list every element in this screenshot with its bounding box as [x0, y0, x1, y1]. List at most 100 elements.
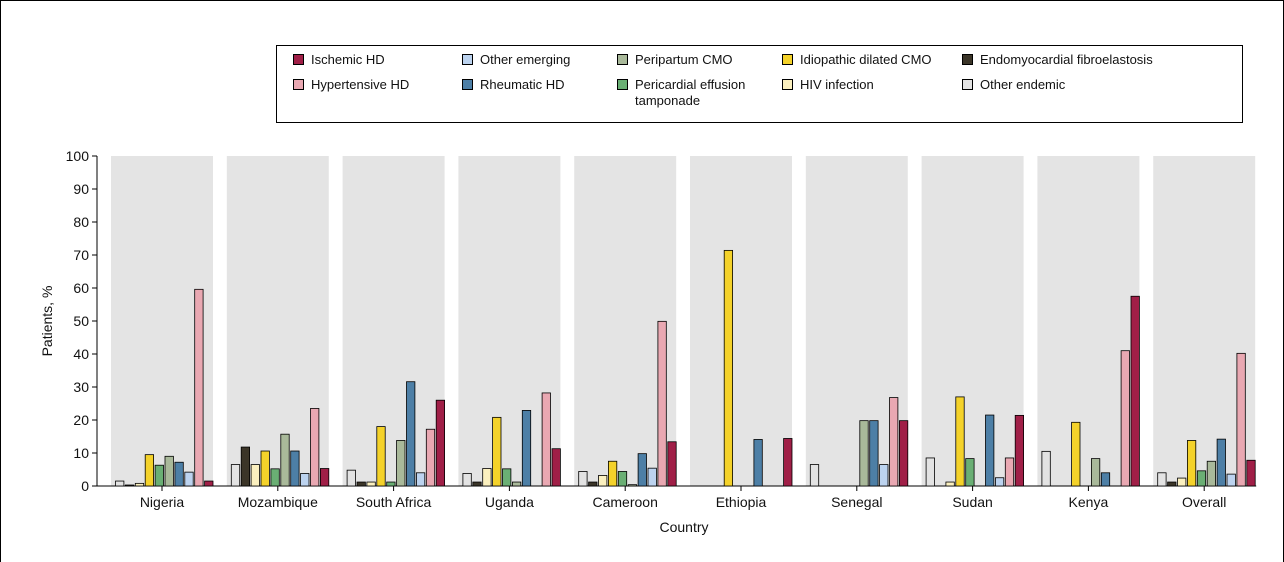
bar — [1100, 472, 1111, 487]
bar — [512, 481, 522, 487]
y-tick-label: 0 — [81, 478, 89, 494]
y-tick-label: 20 — [73, 412, 89, 428]
bar — [1246, 459, 1256, 487]
group-panel — [921, 156, 1024, 486]
legend-item: HIV infection — [782, 77, 874, 93]
legend-label: Other emerging — [480, 52, 571, 67]
bar — [134, 482, 145, 487]
bar — [1236, 352, 1246, 487]
legend-swatch — [462, 54, 473, 65]
bar — [482, 468, 492, 487]
legend-label: Hypertensive HD — [311, 77, 410, 92]
bar — [406, 381, 416, 487]
bar — [945, 481, 955, 487]
y-tick-label: 40 — [73, 346, 89, 362]
bar — [1206, 460, 1216, 487]
legend-swatch — [782, 79, 793, 90]
legend-swatch — [617, 79, 628, 90]
bar — [521, 410, 532, 487]
bar — [627, 484, 638, 487]
bar — [435, 399, 446, 487]
bar — [376, 426, 386, 487]
bar — [859, 420, 869, 487]
bar — [551, 448, 561, 487]
bar — [1157, 472, 1167, 487]
bar — [588, 481, 598, 487]
bar — [889, 397, 899, 487]
bar — [985, 414, 995, 487]
bar — [425, 428, 436, 487]
legend-item: Peripartum CMO — [617, 52, 733, 68]
bar — [1041, 450, 1051, 487]
bar — [270, 468, 280, 487]
y-tick-label: 70 — [73, 247, 89, 263]
bar — [667, 441, 677, 487]
bar — [955, 396, 965, 487]
bar — [753, 439, 763, 487]
legend-label: HIV infection — [800, 77, 874, 92]
bar — [462, 473, 472, 487]
legend-item: Other endemic — [962, 77, 1065, 93]
y-tick-label: 30 — [73, 379, 89, 395]
bar — [415, 472, 426, 487]
bar — [647, 467, 657, 487]
legend-label: Ischemic HD — [311, 52, 385, 67]
legend-label: Idiopathic dilated CMO — [800, 52, 932, 67]
y-axis-title: Patients, % — [39, 286, 55, 357]
x-tick-label: Nigeria — [140, 494, 185, 510]
legend-item: Idiopathic dilated CMO — [782, 52, 932, 68]
y-tick-label: 100 — [66, 148, 90, 164]
bar — [280, 433, 290, 487]
bar — [541, 392, 551, 487]
legend-item: Rheumatic HD — [462, 77, 565, 93]
bar — [396, 440, 406, 487]
bar — [608, 460, 618, 487]
legend-swatch — [293, 79, 304, 90]
y-tick-label: 10 — [73, 445, 89, 461]
bar — [879, 464, 889, 487]
chart-legend: Ischemic HD Other emerging Peripartum CMO I… — [276, 45, 1243, 123]
bar — [154, 464, 164, 487]
bar — [366, 481, 376, 487]
bar — [204, 480, 214, 487]
bar — [240, 446, 250, 487]
legend-label: Endomyocardial fibroelastosis — [980, 52, 1153, 67]
legend-label: Other endemic — [980, 77, 1066, 92]
bar — [1004, 457, 1015, 487]
x-tick-label: Mozambique — [238, 494, 318, 510]
bar — [965, 458, 975, 487]
bar — [598, 475, 608, 487]
bar — [657, 320, 667, 487]
bar — [1196, 470, 1207, 487]
bar — [1216, 438, 1226, 487]
bar — [1091, 458, 1101, 487]
bar — [925, 457, 935, 487]
legend-swatch — [962, 79, 973, 90]
legend-label: Pericardial effusion tamponade — [635, 77, 746, 108]
bar — [1014, 414, 1025, 487]
bar — [899, 420, 909, 487]
bar — [300, 473, 310, 487]
bar — [164, 455, 174, 487]
bar — [250, 464, 260, 487]
legend-label: Peripartum CMO — [635, 52, 733, 67]
legend-swatch — [782, 54, 793, 65]
y-tick-label: 90 — [73, 181, 89, 197]
legend-swatch — [617, 54, 628, 65]
legend-swatch — [962, 54, 973, 65]
bar — [310, 408, 320, 487]
bar — [723, 249, 734, 487]
legend-label: Rheumatic HD — [480, 77, 565, 92]
bar — [184, 471, 194, 487]
y-tick-label: 80 — [73, 214, 89, 230]
legend-item: Hypertensive HD — [293, 77, 409, 93]
x-tick-label: Sudan — [952, 494, 992, 510]
bar — [290, 450, 300, 487]
bar — [1187, 440, 1197, 487]
bar — [260, 450, 270, 487]
bar — [472, 481, 482, 487]
bar — [783, 438, 793, 487]
bar — [174, 461, 184, 487]
bar — [1071, 421, 1081, 487]
y-tick-label: 50 — [73, 313, 89, 329]
